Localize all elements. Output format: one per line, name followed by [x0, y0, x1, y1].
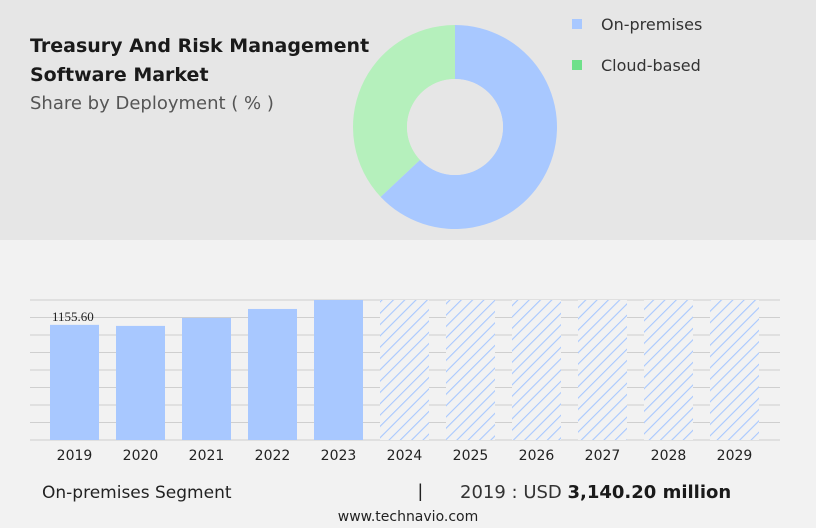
chart-title: Treasury And Risk Management Software Ma…: [30, 35, 370, 86]
x-tick-label-2019: 2019: [57, 448, 93, 464]
x-tick-label-2021: 2021: [189, 448, 225, 464]
legend-item-cloud-based: Cloud-based: [572, 55, 701, 75]
bars: [50, 300, 759, 440]
chart-subtitle: Share by Deployment ( % ): [30, 93, 274, 114]
x-tick-label-2028: 2028: [651, 448, 687, 464]
bar-chart: 2019 1155.60 2020 2021 2022 2023 2024 2025 2026 2…: [30, 299, 780, 464]
legend-item-on-premises: On-premises: [572, 14, 702, 34]
bar-2023: [314, 300, 363, 440]
bar-2024: [380, 300, 429, 440]
bar-2026: [512, 300, 561, 440]
x-tick-label-2022: 2022: [255, 448, 291, 464]
bar-2022: [248, 308, 297, 440]
footer-value: 2019 : USD 3,140.20 million: [460, 482, 731, 503]
bar-2025: [446, 300, 495, 440]
donut-hole: [407, 79, 503, 175]
footer-divider: |: [418, 481, 423, 501]
bar-2020: [116, 325, 165, 440]
donut-slice-cloud-based: [352, 25, 455, 197]
x-tick-label-2026: 2026: [519, 448, 555, 464]
bar-2021: [182, 317, 231, 440]
x-tick-label-2023: 2023: [321, 448, 357, 464]
bar-2029: [710, 300, 759, 440]
bar-2028: [644, 300, 693, 440]
bar-2027: [578, 300, 627, 440]
x-tick-label-2024: 2024: [387, 448, 423, 464]
bar-2019: [50, 324, 99, 440]
footer-value-amount: 3,140.20 million: [567, 482, 732, 503]
labels: 2019 1155.60 2020 2021 2022 2023 2024 2025 2026 2…: [52, 309, 752, 464]
legend-swatch-on-premises: [572, 19, 582, 29]
donut-slice-on-premises: [380, 25, 557, 230]
donut-chart: [352, 25, 557, 230]
legend-swatch-cloud-based: [572, 60, 582, 70]
legend-label-cloud-based: Cloud-based: [601, 55, 701, 75]
footer-value-prefix: 2019 : USD: [460, 482, 568, 503]
source-url: www.technavio.com: [337, 509, 479, 525]
x-tick-label-2029: 2029: [717, 448, 753, 464]
data-label-2019: 1155.60: [52, 309, 94, 324]
x-tick-label-2025: 2025: [453, 448, 489, 464]
legend-label-on-premises: On-premises: [601, 14, 703, 34]
x-tick-label-2020: 2020: [123, 448, 159, 464]
x-tick-label-2027: 2027: [585, 448, 621, 464]
footer-segment-label: On-premises Segment: [42, 483, 232, 503]
